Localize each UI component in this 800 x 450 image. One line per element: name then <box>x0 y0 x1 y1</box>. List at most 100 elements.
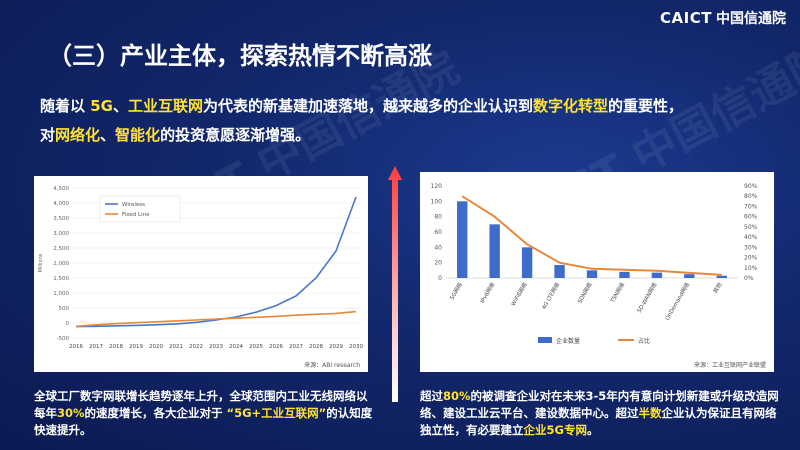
y-tick-label: 4,000 <box>53 201 69 207</box>
y-tick-label: 80 <box>434 214 442 221</box>
x-tick-label: OnDemand网络 <box>663 281 691 322</box>
y-tick-label: 1,000 <box>53 291 69 297</box>
x-tick-label: 5G网络 <box>448 281 465 302</box>
legend-label: Fixed Line <box>122 212 150 218</box>
right-bar-chart: 0 20 40 60 80 100 120 0% 10% 20% 30% 40% 50% 60% 70% 80… <box>431 183 758 345</box>
y-tick-label: 20 <box>434 260 442 267</box>
legend-label: Wireless <box>122 202 145 208</box>
bar <box>651 272 663 278</box>
x-tick-label: 2018 <box>109 344 123 350</box>
y2-tick-label: 20% <box>744 255 758 262</box>
x-tick-label: 2029 <box>329 344 343 350</box>
x-tick-label: 2019 <box>129 344 143 350</box>
intro-highlight: 5G <box>90 97 113 115</box>
y2-tick-label: 80% <box>744 193 758 200</box>
intro-highlight: 数字化转型 <box>533 97 609 115</box>
bar <box>489 224 500 278</box>
x-tick-label: 2024 <box>229 344 243 350</box>
intro-seg: 、 <box>100 126 116 144</box>
intro-seg: 为代表的新基建加速落地，越来越多的企业认识到 <box>203 97 534 115</box>
logo: CAICT 中国信通院 <box>660 8 786 28</box>
caption-left: 全球工厂数字网联增长趋势逐年上升，全球范围内工业无线网络以每年30%的速度增长，… <box>34 388 374 439</box>
y-tick-label: 60 <box>434 229 442 236</box>
right-chart-panel: 0 20 40 60 80 100 120 0% 10% 20% 30% 40% 50% 60% 70% 80… <box>420 172 774 372</box>
series-line-wireless <box>75 196 357 328</box>
caption-seg: 企业认为保证且有网络独立性，有必要建立 <box>420 406 777 437</box>
y-tick-label: 40 <box>434 244 442 251</box>
x-tick-label: 2023 <box>209 344 223 350</box>
intro-seg: 随着以 <box>40 97 91 115</box>
intro-highlight: 智能化 <box>115 126 161 144</box>
intro-seg: 、 <box>112 97 128 115</box>
x-tick-label: WiFi6网络 <box>509 281 529 308</box>
intro-seg: 对 <box>40 126 56 144</box>
x-tick-label: 2027 <box>289 344 303 350</box>
y-tick-label: 4,500 <box>53 186 69 192</box>
x-tick-label: 2020 <box>149 344 163 350</box>
legend-swatch-bar <box>538 337 552 343</box>
growth-arrow <box>388 166 402 402</box>
right-chart-source: 来源：工业互联网产业联盟 <box>693 362 766 369</box>
y2-tick-label: 50% <box>744 224 758 231</box>
x-tick-label: 2022 <box>189 344 203 350</box>
left-line-chart: -500 0 500 1,000 1,500 2,000 2,500 3,000 3,500 4,… <box>38 186 363 350</box>
bar <box>554 264 565 278</box>
y-tick-label: 2,000 <box>53 261 69 267</box>
y-tick-label: 0 <box>66 321 70 327</box>
y-tick-label: -500 <box>57 336 70 342</box>
intro-highlight: 工业互联网 <box>128 97 204 115</box>
y-tick-label: 120 <box>431 183 443 190</box>
caption-highlight: 半数 <box>638 406 662 420</box>
caption-highlight: 30% <box>57 406 85 420</box>
y2-tick-label: 90% <box>744 183 758 190</box>
bar <box>716 275 727 278</box>
y-tick-label: 3,000 <box>53 231 69 237</box>
y-tick-label: 1,500 <box>53 276 69 282</box>
intro-seg: 的投资意愿逐渐增强。 <box>160 126 311 144</box>
y-axis-label: Millions <box>38 253 44 272</box>
intro-seg: 的重要性， <box>608 97 684 115</box>
caption-seg: 全球工厂数字网联增长趋势逐年上升，全球范围内工业无线网络以每年 <box>34 389 368 420</box>
y2-tick-label: 30% <box>744 244 758 251</box>
x-tick-label: 2016 <box>69 344 83 350</box>
caption-highlight: 80% <box>443 389 471 403</box>
y-tick-label: 100 <box>431 198 443 205</box>
bar <box>457 201 468 278</box>
y-tick-label: 500 <box>59 306 70 312</box>
bar <box>684 274 695 278</box>
bar <box>521 247 533 278</box>
legend-label: 占比 <box>638 337 650 345</box>
y-tick-label: 0 <box>438 275 442 282</box>
x-tick-label: SDN网络 <box>575 281 594 305</box>
legend-box <box>99 195 181 223</box>
y2-tick-label: 10% <box>744 265 758 272</box>
x-tick-label: SD-WAN网络 <box>635 281 659 314</box>
caption-seg: 的认知度快速提升。 <box>34 406 373 437</box>
caption-seg: 超过 <box>420 389 443 403</box>
x-tick-label: 4G LTE网络 <box>540 281 562 311</box>
y2-tick-label: 0% <box>744 275 754 282</box>
series-line-share <box>461 195 722 276</box>
x-tick-label: 2025 <box>249 344 263 350</box>
logo-mark: CAICT <box>660 9 712 27</box>
caption-right: 超过80%的被调查企业对在未来3-5年内有意向计划新建或升级改造网络、建设工业云… <box>420 388 782 439</box>
y-tick-label: 3,500 <box>53 216 69 222</box>
legend-label: 企业数量 <box>556 337 580 345</box>
y2-tick-label: 40% <box>744 234 758 241</box>
caption-highlight: “5G+工业互联网” <box>226 406 327 420</box>
x-tick-label: 2021 <box>169 344 183 350</box>
logo-name: 中国信通院 <box>716 11 786 27</box>
x-tick-label: 2017 <box>89 344 103 350</box>
left-chart-panel: -500 0 500 1,000 1,500 2,000 2,500 3,000 3,500 4,… <box>34 176 368 372</box>
x-tick-label: 2030 <box>349 344 363 350</box>
y2-tick-label: 70% <box>744 203 758 210</box>
bar <box>586 270 598 278</box>
x-tick-label: 2028 <box>309 344 323 350</box>
x-tick-label: 2026 <box>269 344 283 350</box>
bar <box>619 271 630 278</box>
caption-seg: 的被调查企业对在未来3-5年内有意向计划新建或升级改造网络、建设工业云平台、建设… <box>420 389 779 420</box>
left-chart-source: 来源：ABI research <box>304 362 360 369</box>
y-tick-label: 2,500 <box>53 246 69 252</box>
slide-title: （三）产业主体，探索热情不断高涨 <box>48 42 432 70</box>
caption-seg: 的速度增长，各大企业对于 <box>84 406 227 420</box>
